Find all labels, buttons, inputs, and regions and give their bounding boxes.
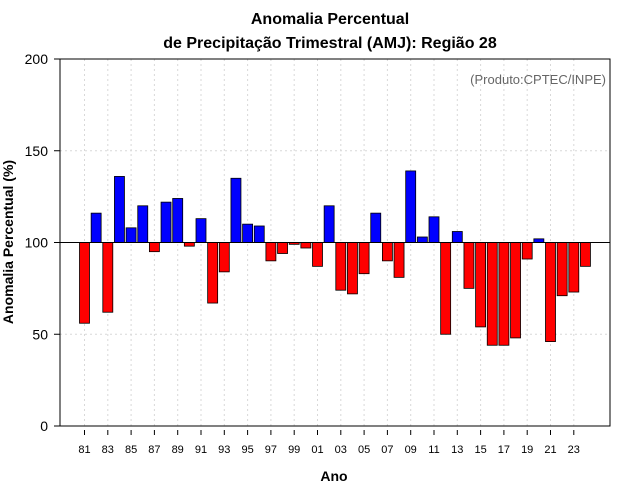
bar-21 <box>545 242 556 342</box>
bar-17 <box>498 242 510 346</box>
bar-08 <box>393 242 405 278</box>
x-tick-label-07: 07 <box>381 444 393 456</box>
bar-22 <box>556 242 568 297</box>
x-tick-label-23: 23 <box>568 444 580 456</box>
x-tick-label-01: 01 <box>311 444 323 456</box>
x-tick-label-85: 85 <box>125 444 137 456</box>
bar-91 <box>195 218 207 243</box>
y-tick-label-50: 50 <box>32 326 48 342</box>
bar-87 <box>148 242 160 253</box>
bar-11 <box>428 216 440 243</box>
bar-84 <box>114 176 125 243</box>
x-tick-label-83: 83 <box>102 444 114 456</box>
bar-02 <box>323 205 335 243</box>
bar-98 <box>277 242 288 254</box>
bar-10 <box>416 236 428 243</box>
bar-09 <box>405 170 417 243</box>
chart-title-line1: Anomalia Percentual <box>251 11 409 28</box>
bar-97 <box>265 242 277 262</box>
bars-group <box>79 170 591 346</box>
y-axis-title: Anomalia Percentual (%) <box>0 160 16 324</box>
x-tick-label-11: 11 <box>428 444 439 456</box>
bar-93 <box>218 242 230 273</box>
x-tick-label-15: 15 <box>474 444 486 456</box>
x-tick-label-19: 19 <box>521 444 533 456</box>
bar-04 <box>347 242 358 295</box>
bar-96 <box>253 225 265 243</box>
x-tick-label-09: 09 <box>405 444 417 456</box>
bar-82 <box>90 212 102 243</box>
bar-05 <box>358 242 370 275</box>
x-tick-label-21: 21 <box>544 444 556 456</box>
bar-95 <box>242 223 254 243</box>
chart-title-line2: de Precipitação Trimestral (AMJ): Região… <box>163 35 497 52</box>
bar-92 <box>207 242 219 304</box>
bar-03 <box>335 242 347 291</box>
bar-20 <box>533 238 545 243</box>
bar-06 <box>370 212 382 243</box>
x-tick-label-99: 99 <box>288 444 300 456</box>
x-tick-label-05: 05 <box>358 444 370 456</box>
bar-12 <box>440 242 452 335</box>
x-tick-label-03: 03 <box>335 444 347 456</box>
bar-89 <box>172 198 184 243</box>
y-tick-label-100: 100 <box>25 235 49 251</box>
y-tick-label-0: 0 <box>40 418 48 434</box>
bar-83 <box>102 242 114 313</box>
bar-18 <box>510 242 521 339</box>
bar-85 <box>125 227 137 243</box>
bar-16 <box>486 242 498 346</box>
bar-23 <box>568 242 580 293</box>
y-axis: 0 50 100 150 200 <box>25 51 60 434</box>
x-tick-label-13: 13 <box>451 444 463 456</box>
grid-lines <box>60 58 610 427</box>
x-tick-label-95: 95 <box>241 444 253 456</box>
bar-07 <box>381 242 393 262</box>
x-tick-label-81: 81 <box>78 444 90 456</box>
x-axis: 81 83 85 87 89 91 93 95 97 99 01 03 05 07 09 11 13 15 17 19… <box>78 430 580 456</box>
bar-90 <box>183 242 195 247</box>
x-tick-label-17: 17 <box>498 444 510 456</box>
bar-88 <box>160 201 172 243</box>
bar-24 <box>580 242 591 267</box>
credit-label: (Produto:CPTEC/INPE) <box>470 72 606 87</box>
y-tick-label-150: 150 <box>25 143 49 159</box>
bar-94 <box>230 177 242 243</box>
x-tick-label-97: 97 <box>265 444 277 456</box>
x-tick-label-93: 93 <box>218 444 230 456</box>
y-tick-label-200: 200 <box>25 51 49 67</box>
x-tick-label-91: 91 <box>195 444 207 456</box>
bar-19 <box>521 242 533 260</box>
bar-14 <box>463 242 475 289</box>
x-axis-title: Ano <box>320 468 347 484</box>
bar-13 <box>451 231 463 243</box>
bar-15 <box>475 242 487 328</box>
bar-00 <box>300 242 312 249</box>
x-tick-label-87: 87 <box>148 444 160 456</box>
bar-81 <box>79 242 90 324</box>
bar-86 <box>137 205 149 243</box>
x-tick-label-89: 89 <box>172 444 184 456</box>
bar-01 <box>312 242 323 267</box>
